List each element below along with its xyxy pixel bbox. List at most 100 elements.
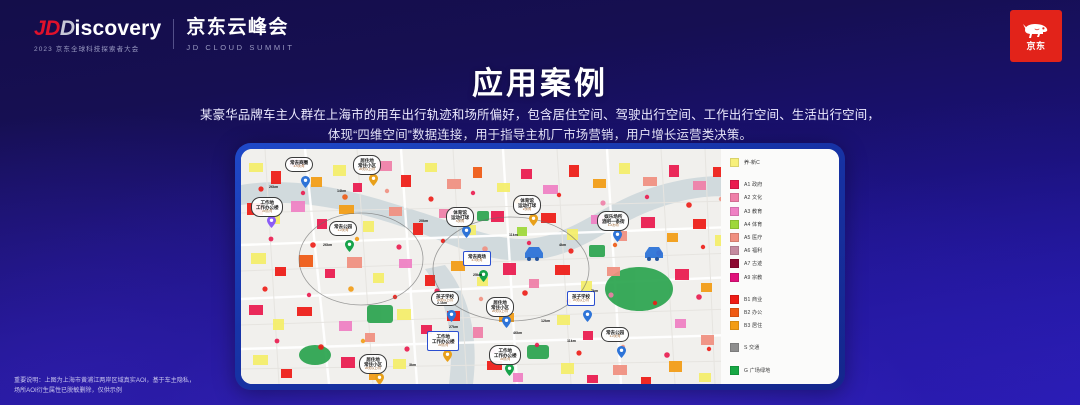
aoi-map-graphic (241, 149, 721, 384)
callout-title: 居住地 (493, 300, 507, 305)
legend-swatch-a4 (730, 219, 739, 229)
map-pin-c7[interactable] (613, 230, 622, 242)
cloud-summit-cn: 京东云峰会 (186, 17, 289, 38)
map-pin-c11[interactable] (583, 310, 592, 322)
distance-label-0: 26km (269, 185, 279, 189)
callout-frequency: 20天以上/月 (492, 309, 508, 314)
map-callout-c10[interactable]: 居住地 常住小区 20天以上/月 (486, 297, 514, 317)
callout-title: 居住地 (366, 357, 380, 362)
callout-frequency: 1-2次/月 (337, 228, 349, 233)
logo-divider (173, 19, 175, 49)
map-callout-c8[interactable]: 常去商场 2-3次/月 (463, 251, 491, 266)
legend-swatch-a1 (730, 180, 739, 190)
legend-swatch-b2 (730, 307, 739, 317)
legend-label-b3: B3 居住 (744, 323, 763, 330)
jd-brand-logo: 京东 (1010, 10, 1062, 62)
distance-label-3: 26km (323, 243, 333, 247)
callout-frequency: 20天/月 (500, 357, 511, 362)
page-description: 某豪华品牌车主人群在上海市的用车出行轨迹和场所偏好，包含居住空间、驾驶出行空间、… (130, 106, 950, 145)
footer-note: 重要说明：上图为上海市黄浦江两岸区域真实AOI，基于车主隐私， 场所AOI衍生属… (14, 376, 195, 395)
callout-subtitle: 工作办公楼 (256, 205, 279, 211)
legend-item-a3: A3 教育 (730, 205, 839, 218)
legend-header-swatch (730, 158, 739, 168)
map-pin-c6[interactable] (529, 214, 538, 226)
callout-title: 娱乐场所 (604, 214, 623, 219)
legend-spacer (730, 284, 839, 293)
legend-swatch-b1 (730, 294, 739, 304)
map-callout-c11[interactable]: 孩子学校 20天以上/月 (567, 291, 595, 306)
callout-subtitle: 运动打球 (451, 215, 469, 221)
legend-label-a5: A5 医疗 (744, 235, 763, 242)
distance-label-12: 3km (409, 363, 417, 367)
map-callout-c12[interactable]: 常去公园 1-2次/月 (601, 327, 629, 342)
map-callout-c15[interactable]: 居住地 常住小区 20天以上/月 (359, 354, 387, 374)
distance-label-11: 27km (449, 325, 459, 329)
legend-swatch-a6 (730, 246, 739, 256)
legend-header-row: 养-新C (730, 156, 839, 169)
map-callout-c5[interactable]: 体育馆 运动打球 3次/周 (446, 207, 474, 227)
legend-swatch-s (730, 343, 739, 353)
map-pin-c9[interactable] (447, 310, 456, 322)
map-callout-c7[interactable]: 娱乐场所 酒吧一条街 1-2次/月 (597, 211, 630, 231)
legend-item-a1: A1 政府 (730, 178, 839, 191)
map-card: 常去商圈 4-5次/月 居住地 常住小区 20天以上/月 工作地 工作办公楼 20天/月 常去公… (241, 149, 839, 384)
legend-spacer (730, 332, 839, 341)
map-callout-c6[interactable]: 体育馆 运动打球 2次/周 (513, 195, 541, 215)
legend-label-a1: A1 政府 (744, 182, 763, 189)
legend-label-a2: A2 文化 (744, 195, 763, 202)
map-pin-c1[interactable] (301, 176, 310, 188)
callout-title: 工作地 (436, 334, 451, 339)
legend-item-a4: A4 体育 (730, 218, 839, 231)
legend-item-b1: B1 商业 (730, 293, 839, 306)
callout-title: 常去公园 (606, 330, 624, 335)
map-callout-c4[interactable]: 常去公园 1-2次/月 (329, 221, 357, 236)
distance-label-10: 11km (567, 339, 576, 343)
legend-item-a6: A6 福利 (730, 244, 839, 257)
map-callout-c9[interactable]: 孩子学校 20天以上/月 (431, 291, 459, 306)
legend-swatch-a7 (730, 259, 739, 269)
car-marker (525, 247, 663, 261)
distance-label-5: 4km (559, 243, 567, 247)
callout-subtitle: 运动打球 (518, 203, 536, 209)
jd-brand-text: 京东 (1026, 41, 1046, 51)
callout-frequency: 1-2次/月 (609, 334, 621, 339)
legend-item-s: S 交通 (730, 341, 839, 354)
map-pin-c13[interactable] (443, 350, 452, 362)
legend-item-g: G 广场绿地 (730, 363, 839, 376)
footer-note-line-2: 场所AOI衍生属性已脱敏删除，仅供示例 (14, 386, 122, 394)
callout-title: 常去商圈 (290, 160, 308, 165)
page-title: 应用案例 (472, 66, 608, 101)
map-canvas[interactable]: 常去商圈 4-5次/月 居住地 常住小区 20天以上/月 工作地 工作办公楼 20天/月 常去公… (241, 149, 721, 384)
legend-item-b2: B2 办公 (730, 306, 839, 319)
legend-label-a7: A7 古迹 (744, 261, 763, 268)
map-pin-c14[interactable] (505, 364, 514, 376)
map-pin-c8[interactable] (479, 270, 488, 282)
map-pin-c12[interactable] (617, 346, 626, 358)
map-pin-c15[interactable] (375, 373, 384, 384)
map-callout-c3[interactable]: 工作地 工作办公楼 20天/月 (251, 197, 284, 217)
joy-dog-icon (1021, 21, 1051, 41)
map-callout-c14[interactable]: 工作地 工作办公楼 20天/月 (489, 345, 522, 365)
map-pin-c3[interactable] (267, 216, 276, 228)
description-line-1: 某豪华品牌车主人群在上海市的用车出行轨迹和场所偏好，包含居住空间、驾驶出行空间、… (200, 108, 880, 122)
map-callout-c1[interactable]: 常去商圈 4-5次/月 (285, 157, 313, 172)
map-pin-c10[interactable] (502, 316, 511, 328)
distance-label-4: 11km (509, 233, 518, 237)
callout-frequency: 20天/月 (262, 209, 273, 214)
map-panel-frame: 常去商圈 4-5次/月 居住地 常住小区 20天以上/月 工作地 工作办公楼 20天/月 常去公… (235, 143, 845, 390)
map-pin-c2[interactable] (369, 174, 378, 186)
callout-subtitle: 工作办公楼 (432, 339, 455, 345)
callout-subtitle: 工作办公楼 (494, 353, 517, 359)
map-callout-c13[interactable]: 工作地 工作办公楼 20天/月 (427, 331, 460, 351)
callout-frequency: 20天/月 (438, 343, 449, 348)
map-legend: 养-新C A1 政府 A2 文化 A3 教育 A4 体育 A5 医疗 A6 福利 A7 古迹… (721, 149, 839, 384)
map-pin-c4[interactable] (345, 240, 354, 252)
callout-frequency: 2次/周 (522, 207, 532, 212)
map-pin-c5[interactable] (462, 226, 471, 238)
callout-subtitle: 常住小区 (364, 362, 382, 368)
jd-logo-j: JD (34, 17, 60, 40)
map-callout-c2[interactable]: 居住地 常住小区 20天以上/月 (353, 155, 381, 175)
legend-label-s: S 交通 (744, 345, 760, 352)
